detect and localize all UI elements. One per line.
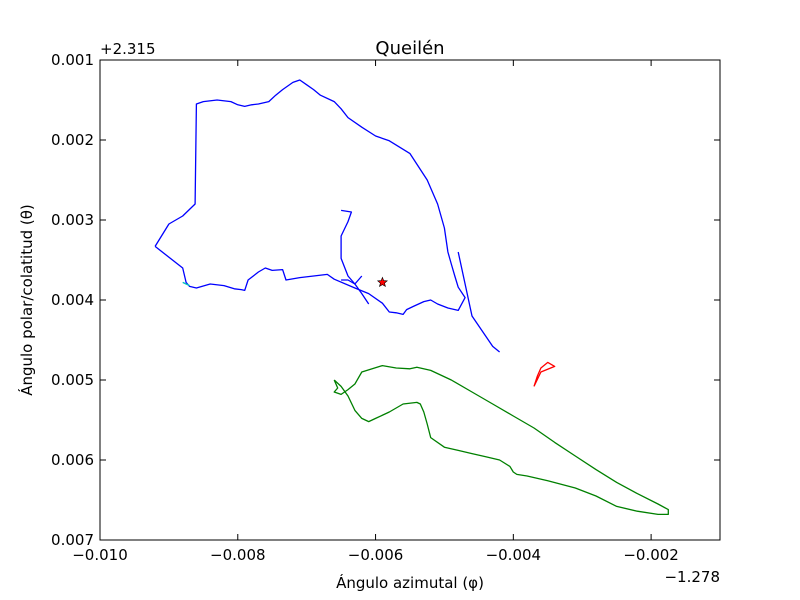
series-line-4 xyxy=(333,364,669,516)
series-line-0 xyxy=(154,79,466,316)
series-line-1 xyxy=(340,209,363,285)
marker-star-0 xyxy=(376,276,388,288)
y-tick-label-2: 0.003 xyxy=(51,211,94,229)
x-tick-label-3: −0.004 xyxy=(486,546,542,564)
x-tick-label-0: −0.010 xyxy=(72,546,128,564)
chart-title: Queilén xyxy=(375,38,444,59)
x-tick-label-2: −0.006 xyxy=(348,546,404,564)
y-offset-label: +2.315 xyxy=(100,40,156,58)
series-line-6 xyxy=(182,281,190,287)
ticks-layer: −0.010 −0.008 −0.006 −0.004 −0.002 0.001 0.002… xyxy=(51,51,720,564)
y-tick-label-1: 0.002 xyxy=(51,131,94,149)
series-line-5 xyxy=(533,361,556,387)
series-line-2 xyxy=(341,279,370,305)
x-tick-label-1: −0.008 xyxy=(210,546,266,564)
y-tick-label-5: 0.006 xyxy=(51,451,94,469)
y-tick-label-0: 0.001 xyxy=(51,51,94,69)
series-line-3 xyxy=(457,251,501,353)
data-layer xyxy=(154,79,669,516)
x-axis-label: Ángulo azimutal (φ) xyxy=(336,573,484,592)
y-tick-label-3: 0.004 xyxy=(51,291,94,309)
y-tick-label-6: 0.007 xyxy=(51,531,94,549)
x-offset-label: −1.278 xyxy=(664,568,720,586)
y-tick-label-4: 0.005 xyxy=(51,371,94,389)
x-tick-label-4: −0.002 xyxy=(623,546,679,564)
y-axis-label: Ángulo polar/colatitud (θ) xyxy=(17,204,36,396)
plot-frame xyxy=(99,59,721,541)
